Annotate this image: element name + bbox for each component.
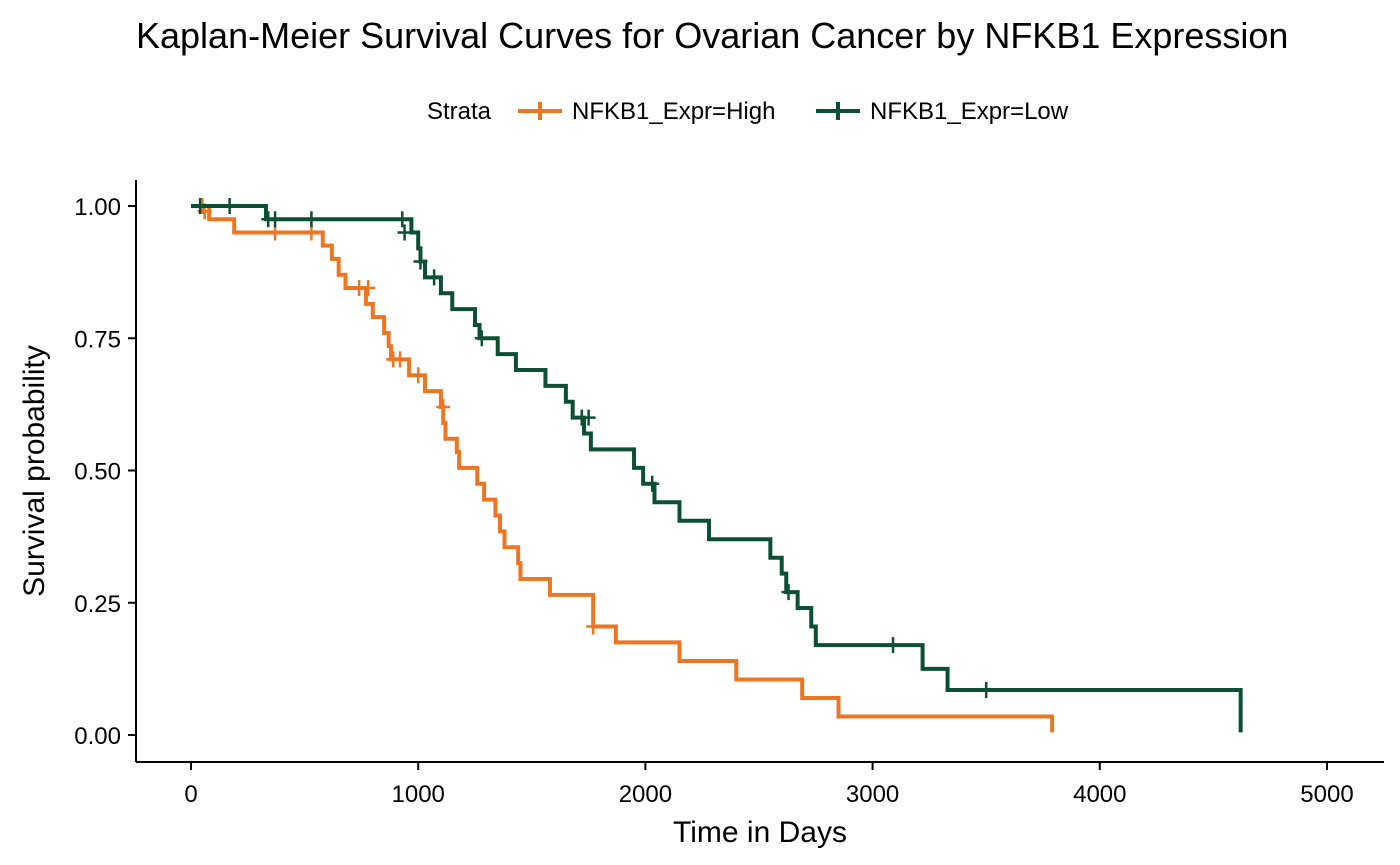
- y-tick-label: 0.00: [74, 723, 121, 750]
- censor-mark-low: [581, 409, 596, 426]
- censor-mark-low: [268, 211, 283, 228]
- plot-area: 0 1000 2000 3000 4000 5000 0.00 0.25 0.50 0.75 1.0…: [74, 180, 1384, 808]
- x-tick-label: 4000: [1073, 781, 1126, 808]
- survival-curve-high: [191, 204, 1055, 733]
- chart-title: Kaplan-Meier Survival Curves for Ovarian…: [136, 15, 1288, 56]
- y-tick-label: 0.50: [74, 459, 121, 486]
- x-tick-label: 0: [184, 781, 197, 808]
- y-tick-label: 0.75: [74, 326, 121, 353]
- censor-mark-low: [645, 475, 660, 492]
- censor-mark-low: [886, 637, 901, 654]
- legend-title: Strata: [427, 98, 492, 125]
- legend-key-low: [816, 102, 860, 120]
- censor-mark-low: [413, 253, 428, 270]
- censor-mark-low: [781, 584, 796, 601]
- censor-mark-low: [979, 682, 994, 699]
- censor-mark-high: [411, 367, 426, 384]
- x-tick-label: 5000: [1300, 781, 1353, 808]
- legend: Strata NFKB1_Expr=High NFKB1_Expr=Low: [427, 98, 1069, 125]
- censor-mark-high: [393, 351, 408, 368]
- legend-label-low: NFKB1_Expr=Low: [870, 98, 1069, 125]
- censor-mark-low: [427, 269, 442, 286]
- censor-mark-low: [304, 211, 319, 228]
- censor-mark-low: [397, 224, 412, 241]
- censor-mark-low: [222, 198, 237, 214]
- legend-label-high: NFKB1_Expr=High: [572, 98, 775, 125]
- legend-key-high: [518, 102, 562, 120]
- survival-curve-low: [191, 204, 1243, 733]
- censor-mark-low: [193, 198, 208, 214]
- censor-mark-low: [395, 211, 410, 228]
- y-tick-label: 1.00: [74, 194, 121, 221]
- censor-mark-high: [361, 279, 376, 296]
- censor-mark-low: [474, 330, 489, 347]
- censor-mark-high: [586, 618, 601, 635]
- y-tick-label: 0.25: [74, 591, 121, 618]
- x-axis-title: Time in Days: [673, 816, 847, 849]
- x-tick-label: 2000: [619, 781, 672, 808]
- x-tick-label: 3000: [846, 781, 899, 808]
- censor-mark-high: [436, 399, 451, 416]
- y-axis-title: Survival probability: [18, 345, 51, 597]
- x-tick-label: 1000: [392, 781, 445, 808]
